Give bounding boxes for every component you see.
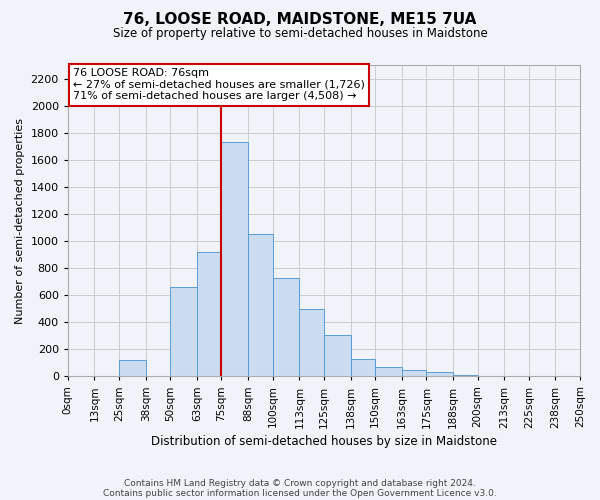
Bar <box>427 372 453 376</box>
Bar <box>248 234 272 376</box>
Bar <box>170 287 197 376</box>
Bar <box>402 370 427 376</box>
Bar <box>221 142 248 376</box>
Bar <box>119 360 146 376</box>
Bar <box>197 252 221 376</box>
Bar <box>375 367 402 376</box>
Text: 76, LOOSE ROAD, MAIDSTONE, ME15 7UA: 76, LOOSE ROAD, MAIDSTONE, ME15 7UA <box>124 12 476 28</box>
Bar <box>453 375 478 376</box>
X-axis label: Distribution of semi-detached houses by size in Maidstone: Distribution of semi-detached houses by … <box>151 434 497 448</box>
Bar <box>299 308 324 376</box>
Y-axis label: Number of semi-detached properties: Number of semi-detached properties <box>15 118 25 324</box>
Bar <box>324 335 350 376</box>
Text: Contains public sector information licensed under the Open Government Licence v3: Contains public sector information licen… <box>103 488 497 498</box>
Bar <box>350 360 375 376</box>
Text: Size of property relative to semi-detached houses in Maidstone: Size of property relative to semi-detach… <box>113 28 487 40</box>
Text: Contains HM Land Registry data © Crown copyright and database right 2024.: Contains HM Land Registry data © Crown c… <box>124 478 476 488</box>
Text: 76 LOOSE ROAD: 76sqm
← 27% of semi-detached houses are smaller (1,726)
71% of se: 76 LOOSE ROAD: 76sqm ← 27% of semi-detac… <box>73 68 365 102</box>
Bar <box>272 278 299 376</box>
